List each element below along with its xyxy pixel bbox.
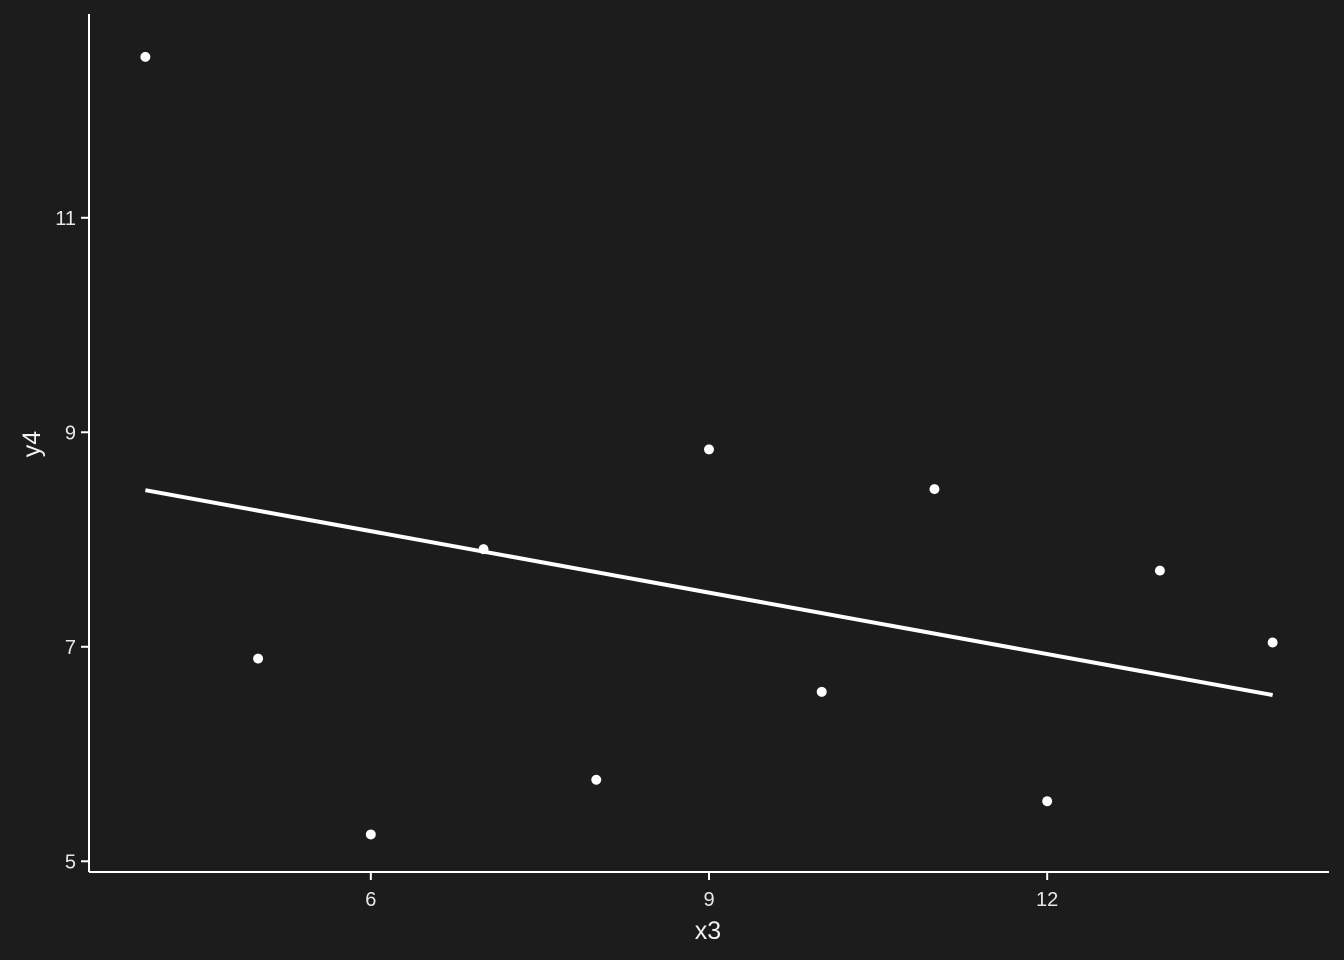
data-point	[1042, 796, 1053, 807]
y-tick-label: 7	[65, 637, 76, 659]
data-point	[929, 484, 940, 495]
x-axis-title: x3	[695, 917, 721, 945]
y-axis-title: y4	[18, 431, 46, 458]
data-point	[704, 444, 714, 455]
plot-area: 6 9 12 5 7 9 11	[55, 14, 1329, 911]
data-point	[591, 774, 602, 785]
y-tick-label: 9	[65, 422, 76, 444]
trend-line	[145, 488, 1273, 698]
y-tick-label: 11	[55, 208, 76, 230]
data-point	[365, 829, 376, 840]
y-tick-label: 5	[65, 851, 76, 873]
data-point	[253, 653, 264, 664]
data-point	[1267, 637, 1278, 648]
data-point	[816, 686, 827, 697]
x-tick-label: 12	[1036, 889, 1058, 911]
data-point	[140, 51, 151, 62]
data-point	[478, 544, 489, 555]
data-point	[1154, 565, 1165, 576]
x-tick-label: 9	[703, 889, 714, 911]
x-tick-label: 6	[365, 889, 376, 911]
